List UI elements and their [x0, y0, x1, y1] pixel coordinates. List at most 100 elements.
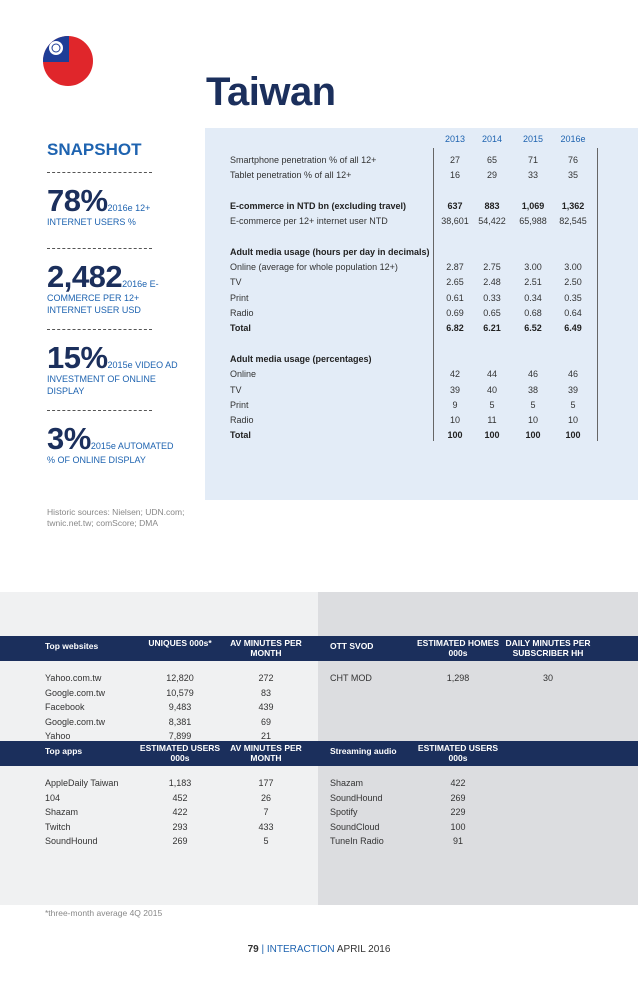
table-rule	[433, 148, 598, 441]
flag	[43, 36, 93, 86]
column-header: DAILY MINUTES PER SUBSCRIBER HH	[505, 638, 591, 658]
row-label: TV	[230, 384, 242, 395]
cell-value: 16	[449, 170, 460, 181]
cell-value: 91	[452, 836, 463, 846]
cell-value: 7	[263, 807, 269, 817]
cell-value: 422	[172, 807, 188, 817]
column-header: OTT SVOD	[330, 641, 374, 651]
divider	[47, 329, 152, 330]
snapshot-label: 2015e AUTOMATED % OF ONLINE DISPLAY	[47, 441, 174, 465]
snapshot-value: 15%	[47, 340, 108, 375]
cell-value: 82,545	[559, 216, 587, 227]
cell-value: Spotify	[330, 807, 358, 817]
cell-value: 0.65	[483, 308, 501, 318]
country-title: Taiwan	[206, 70, 336, 114]
cell-value: 100	[525, 430, 541, 441]
column-header: Streaming audio	[330, 746, 397, 756]
group-heading: Adult media usage (percentages)	[230, 353, 372, 364]
cell-value: 65	[486, 155, 497, 165]
cell-value: 0.35	[564, 292, 582, 303]
cell-value: 40	[486, 384, 497, 395]
cell-value: 0.69	[446, 308, 464, 318]
snapshot-label: 2016e E-COMMERCE PER 12+ INTERNET USER U…	[47, 279, 159, 315]
table-panel	[205, 128, 638, 500]
cell-value: 2.65	[446, 277, 464, 288]
cell-value: 5	[530, 399, 536, 410]
cell-value: 452	[172, 792, 188, 803]
header-bar	[318, 636, 638, 661]
sources: Historic sources: Nielsen; UDN.com; twni…	[47, 507, 185, 528]
cell-value: 10,579	[166, 687, 194, 698]
row-label: E-commerce in NTD bn (excluding travel)	[230, 200, 407, 211]
row-label: TV	[230, 277, 242, 288]
cell-value: Twitch	[45, 821, 71, 832]
cell-value: 39	[567, 384, 578, 395]
column-header: Top websites	[45, 641, 99, 651]
page-number: 79	[247, 944, 259, 955]
snapshot-label: 2015e VIDEO AD INVESTMENT OF ONLINE DISP…	[47, 360, 178, 396]
cell-value: 0.33	[483, 292, 501, 303]
cell-value: 0.61	[446, 292, 464, 303]
cell-value: 6.21	[483, 323, 501, 334]
cell-value: 44	[486, 369, 497, 380]
issue-date: APRIL 2016	[336, 944, 391, 955]
column-header: AV MINUTES PER MONTH	[230, 743, 302, 763]
cell-value: 2.75	[483, 262, 501, 273]
row-label: E-commerce per 12+ internet user NTD	[230, 216, 388, 227]
cell-value: 637	[447, 200, 463, 211]
cell-value: CHT MOD	[330, 673, 372, 683]
cell-value: 100	[450, 821, 466, 832]
cell-value: 46	[567, 369, 578, 380]
divider	[47, 410, 152, 411]
cell-value: 1,362	[561, 200, 585, 211]
cell-value: 269	[450, 792, 466, 803]
cell-value: Facebook	[45, 702, 85, 712]
cell-value: 439	[258, 702, 274, 712]
cell-value: 11	[487, 415, 497, 426]
column-header: 2015	[522, 134, 544, 144]
cell-value: 30	[542, 673, 553, 683]
column-header: 2016e	[560, 134, 586, 144]
cell-value: 100	[565, 430, 581, 441]
column-header: UNIQUES 000s*	[148, 638, 212, 648]
cell-value: 883	[484, 200, 500, 211]
cell-value: 21	[260, 731, 271, 741]
cell-value: 54,422	[478, 216, 506, 227]
cell-value: 3.00	[564, 262, 582, 273]
cell-value: 1,298	[446, 673, 470, 683]
cell-value: 5	[263, 836, 269, 846]
column-header: Top apps	[45, 746, 83, 756]
divider	[47, 172, 152, 173]
cell-value: 27	[449, 155, 460, 165]
cell-value: 272	[258, 673, 274, 683]
cell-value: 2.48	[483, 277, 501, 288]
cell-value: 9,483	[168, 702, 192, 712]
cell-value: SoundCloud	[330, 821, 380, 832]
row-label: Total	[230, 430, 251, 441]
cell-value: Shazam	[45, 807, 79, 817]
cell-value: 38	[527, 384, 538, 395]
header-bar	[318, 741, 638, 766]
snapshot-item: 3%2015e AUTOMATED % OF ONLINE DISPLAY	[47, 423, 179, 466]
cell-value: 71	[527, 155, 538, 165]
cell-value: 33	[527, 170, 538, 181]
header-bar	[0, 741, 318, 766]
cell-value: 100	[484, 430, 500, 441]
cell-value: 100	[447, 430, 463, 441]
cell-value: Shazam	[330, 778, 364, 788]
cell-value: Google.com.tw	[45, 687, 106, 698]
cell-value: 46	[527, 369, 538, 380]
cell-value: SoundHound	[330, 792, 383, 803]
column-header: 2013	[444, 134, 466, 144]
cell-value: 7,899	[168, 731, 192, 741]
cell-value: 2.50	[564, 277, 582, 288]
cell-value: 9	[452, 399, 458, 410]
cell-value: 6.49	[564, 323, 582, 334]
cell-value: 1,183	[168, 778, 192, 788]
column-header: ESTIMATED USERS 000s	[417, 743, 499, 763]
cell-value: 29	[486, 170, 497, 181]
cell-value: Yahoo.com.tw	[45, 673, 102, 683]
cell-value: 6.52	[524, 323, 542, 334]
row-label: Radio	[230, 415, 254, 426]
